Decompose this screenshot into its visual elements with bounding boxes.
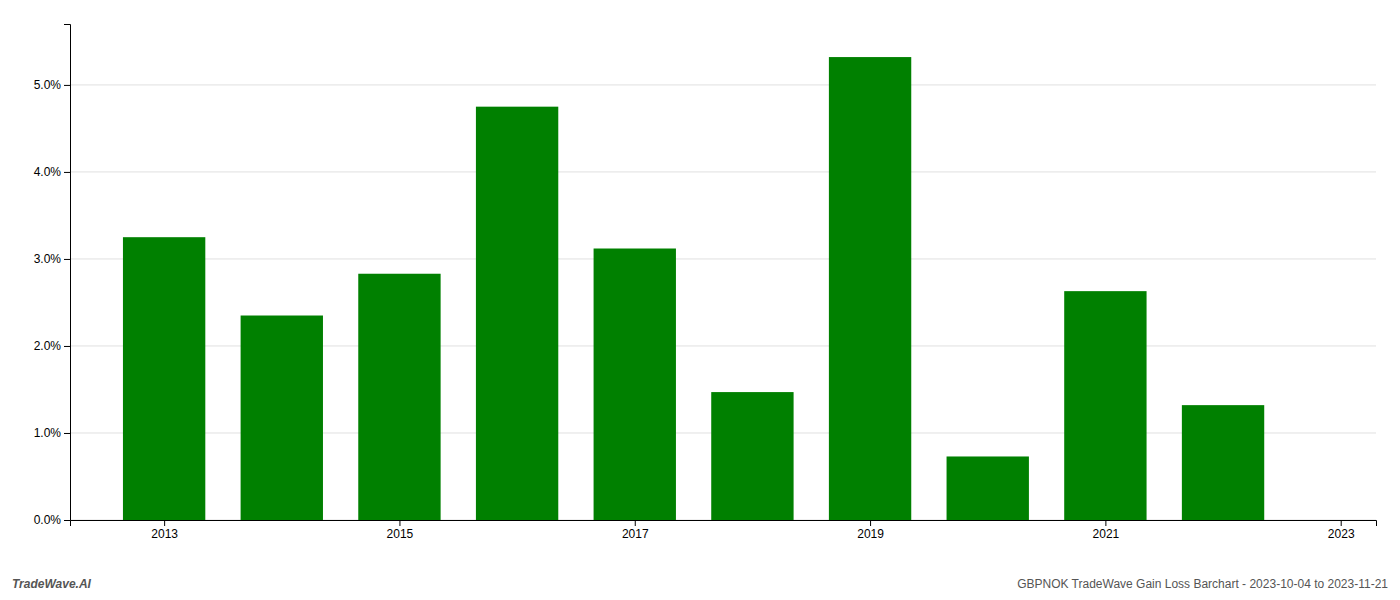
grid-line — [70, 84, 1376, 85]
x-tick-label: 2023 — [1328, 527, 1355, 541]
y-tick-mark — [64, 172, 70, 173]
bar — [123, 237, 205, 520]
y-tick-mark — [64, 259, 70, 260]
y-tick-label: 3.0% — [34, 252, 62, 266]
y-tick-label: 0.0% — [34, 513, 62, 527]
y-tick-label: 4.0% — [34, 165, 62, 179]
y-tick: 2.0% — [34, 339, 70, 353]
bar — [947, 456, 1029, 520]
x-tick: 2023 — [1328, 520, 1355, 541]
x-tick-mark — [164, 520, 165, 526]
bar — [1182, 405, 1264, 520]
chart: 2013 2015 2017 2019 2021 2023 0.0% 1.0% 2.0% 3.0%… — [0, 0, 1400, 600]
y-axis: 0.0% 1.0% 2.0% 3.0% 4.0% 5.0% — [34, 25, 71, 528]
x-axis-line — [71, 521, 1377, 527]
x-tick-mark — [870, 520, 871, 526]
x-axis: 2013 2015 2017 2019 2021 2023 — [71, 520, 1377, 541]
x-tick-mark — [1341, 520, 1342, 526]
y-tick-mark — [64, 520, 70, 521]
y-tick: 5.0% — [34, 78, 70, 92]
bar — [476, 107, 558, 520]
y-axis-line — [64, 25, 71, 521]
plot: 2013 2015 2017 2019 2021 2023 0.0% 1.0% 2.0% 3.0%… — [34, 25, 1377, 541]
x-tick-label: 2019 — [857, 527, 884, 541]
x-tick: 2017 — [622, 520, 649, 541]
x-tick: 2021 — [1093, 520, 1120, 541]
bar — [358, 274, 440, 520]
bars — [123, 57, 1264, 520]
y-tick-mark — [64, 346, 70, 347]
y-tick-label: 2.0% — [34, 339, 62, 353]
y-tick: 1.0% — [34, 426, 70, 440]
bar — [594, 249, 676, 520]
x-tick-label: 2013 — [151, 527, 178, 541]
y-tick-label: 1.0% — [34, 426, 62, 440]
x-tick: 2019 — [857, 520, 884, 541]
bar — [711, 392, 793, 520]
grid — [70, 85, 1376, 520]
y-tick: 0.0% — [34, 513, 70, 527]
footer-right: GBPNOK TradeWave Gain Loss Barchart - 20… — [1017, 577, 1388, 591]
y-tick-mark — [64, 85, 70, 86]
x-tick-label: 2017 — [622, 527, 649, 541]
bar — [1064, 291, 1146, 520]
y-tick-label: 5.0% — [34, 78, 62, 92]
x-tick: 2013 — [151, 520, 178, 541]
x-tick-label: 2021 — [1093, 527, 1120, 541]
y-tick: 3.0% — [34, 252, 70, 266]
x-tick-mark — [635, 520, 636, 526]
y-tick: 4.0% — [34, 165, 70, 179]
grid-line — [70, 171, 1376, 172]
bar — [829, 57, 911, 520]
footer-left: TradeWave.AI — [12, 577, 92, 591]
x-tick-mark — [1105, 520, 1106, 526]
y-tick-mark — [64, 433, 70, 434]
x-tick: 2015 — [387, 520, 414, 541]
bar — [241, 316, 323, 520]
grid-line — [70, 258, 1376, 259]
x-tick-mark — [399, 520, 400, 526]
x-tick-label: 2015 — [387, 527, 414, 541]
